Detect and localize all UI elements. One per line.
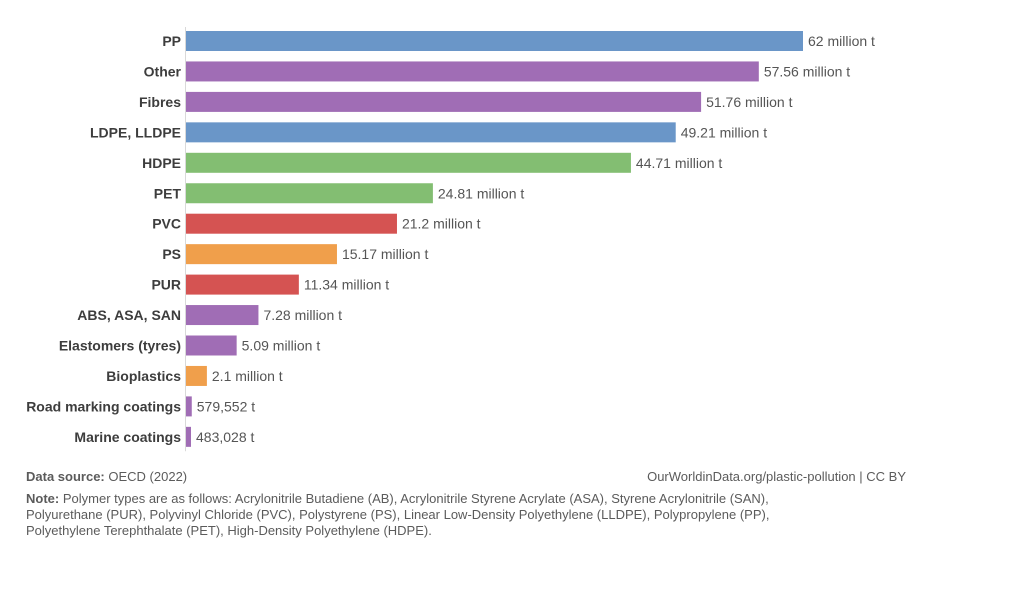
value-label: 2.1 million t	[212, 368, 283, 384]
value-label: 57.56 million t	[764, 63, 850, 79]
value-label: 579,552 t	[197, 398, 255, 414]
bar-abs-asa-san	[186, 305, 259, 326]
category-label: Fibres	[139, 94, 181, 110]
value-label: 44.71 million t	[636, 155, 722, 171]
bar-pet	[186, 183, 433, 204]
bar-hdpe	[186, 152, 631, 173]
category-label: PET	[154, 185, 182, 201]
bar-pur	[186, 274, 299, 295]
bar-fibres	[186, 91, 702, 112]
note-text: Polymer types are as follows: Acrylonitr…	[26, 491, 770, 538]
chart-footer: Data source: OECD (2022) OurWorldinData.…	[26, 469, 906, 539]
category-label: LDPE, LLDPE	[90, 124, 181, 140]
value-label: 49.21 million t	[681, 124, 767, 140]
bar-marine-coatings	[186, 426, 191, 447]
category-label: PS	[162, 246, 181, 262]
category-label: Other	[144, 63, 182, 79]
data-source: Data source: OECD (2022)	[26, 469, 187, 485]
bar-pp	[186, 31, 803, 51]
value-label: 21.2 million t	[402, 216, 481, 232]
note: Note: Polymer types are as follows: Acry…	[26, 491, 826, 539]
data-source-label: Data source:	[26, 469, 105, 484]
value-label: 5.09 million t	[242, 338, 321, 354]
category-label: Bioplastics	[106, 368, 181, 384]
bar-pvc	[186, 213, 397, 234]
note-label: Note:	[26, 491, 60, 506]
category-label: Marine coatings	[74, 429, 181, 445]
attribution: OurWorldinData.org/plastic-pollution | C…	[647, 469, 906, 484]
data-source-text: OECD (2022)	[108, 469, 188, 484]
value-label: 15.17 million t	[342, 246, 428, 262]
value-label: 51.76 million t	[706, 94, 792, 110]
value-label: 483,028 t	[196, 429, 254, 445]
value-label: 7.28 million t	[263, 307, 342, 323]
bar-road-marking-coatings	[186, 396, 192, 417]
value-label: 11.34 million t	[304, 277, 389, 293]
bar-other	[186, 61, 759, 82]
bar-ldpe-lldpe	[186, 122, 676, 143]
category-label: HDPE	[142, 155, 181, 171]
category-label: PP	[162, 33, 181, 49]
category-label: Elastomers (tyres)	[59, 338, 181, 354]
category-label: Road marking coatings	[26, 398, 181, 414]
category-label: PVC	[152, 216, 181, 232]
bar-chart: PP 62 million t Other 57.56 million t Fibres…	[26, 27, 875, 452]
category-label: ABS, ASA, SAN	[77, 307, 181, 323]
category-label: PUR	[151, 277, 181, 293]
value-label: 24.81 million t	[438, 185, 524, 201]
bar-elastomers-tyres	[186, 335, 237, 356]
bar-ps	[186, 244, 337, 265]
footer-row: Data source: OECD (2022) OurWorldinData.…	[26, 469, 906, 485]
bar-bioplastics	[186, 365, 207, 386]
value-label: 62 million t	[808, 33, 875, 49]
